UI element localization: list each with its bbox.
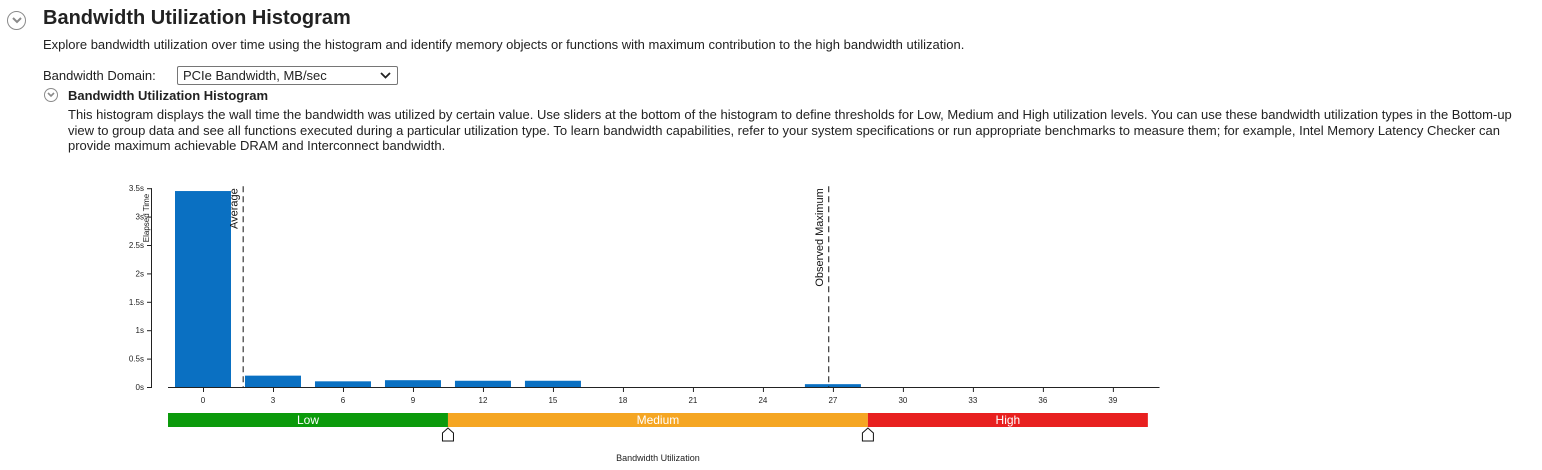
histogram-bar — [244, 375, 301, 387]
histogram-bar — [524, 380, 581, 387]
utilization-level-label: Medium — [637, 413, 680, 427]
chevron-down-icon — [11, 17, 22, 24]
chevron-down-icon — [47, 92, 55, 98]
slider-thumb-icon[interactable] — [861, 427, 874, 442]
marker-label: Observed Maximum — [814, 188, 826, 286]
histogram-section-description: This histogram displays the wall time th… — [68, 107, 1512, 153]
y-tick-label: 1.5s — [129, 298, 144, 307]
y-tick-label: 3.5s — [129, 184, 144, 193]
utilization-level-high — [867, 413, 1148, 427]
x-tick-label: 30 — [898, 396, 907, 405]
x-tick-label: 9 — [411, 396, 416, 405]
x-tick-label: 39 — [1108, 396, 1117, 405]
bandwidth-domain-label: Bandwidth Domain: — [43, 68, 156, 83]
collapse-subsection-icon[interactable] — [44, 88, 58, 102]
utilization-level-label: Low — [297, 413, 319, 427]
x-tick-label: 21 — [688, 396, 697, 405]
x-axis-label: Bandwidth Utilization — [616, 453, 700, 463]
x-tick-label: 3 — [271, 396, 276, 405]
histogram-bar — [384, 380, 441, 387]
marker-label: Average — [229, 188, 241, 229]
histogram-bar — [454, 380, 511, 387]
utilization-level-medium — [447, 413, 868, 427]
x-tick-label: 36 — [1038, 396, 1047, 405]
histogram-section-title: Bandwidth Utilization Histogram — [68, 88, 269, 103]
y-axis-label: Elapsed Time — [142, 193, 151, 242]
bandwidth-domain-select[interactable]: PCIe Bandwidth, MB/sec — [177, 66, 398, 85]
y-tick-label: 0.5s — [129, 355, 144, 364]
slider-thumb-icon[interactable] — [441, 427, 454, 442]
histogram-bar — [804, 384, 861, 387]
utilization-level-label: High — [996, 413, 1021, 427]
bandwidth-domain-value: PCIe Bandwidth, MB/sec — [183, 68, 327, 83]
x-tick-label: 27 — [828, 396, 837, 405]
x-tick-label: 0 — [201, 396, 206, 405]
y-tick-label: 3s — [136, 213, 144, 222]
histogram-bar — [175, 191, 231, 387]
x-tick-label: 18 — [618, 396, 627, 405]
y-tick-label: 2.5s — [129, 241, 144, 250]
collapse-section-icon[interactable] — [7, 11, 26, 30]
page-title: Bandwidth Utilization Histogram — [43, 7, 351, 29]
y-tick-label: 1s — [136, 326, 144, 335]
page-description: Explore bandwidth utilization over time … — [43, 37, 965, 52]
x-tick-label: 6 — [341, 396, 346, 405]
x-tick-label: 24 — [758, 396, 767, 405]
histogram-bar — [314, 381, 371, 387]
y-tick-label: 2s — [136, 269, 144, 278]
x-tick-label: 15 — [548, 396, 557, 405]
select-chevron-icon — [380, 72, 391, 79]
x-tick-label: 12 — [479, 396, 488, 405]
y-tick-label: 0s — [136, 383, 144, 392]
x-tick-label: 33 — [968, 396, 977, 405]
utilization-level-low — [168, 413, 448, 427]
